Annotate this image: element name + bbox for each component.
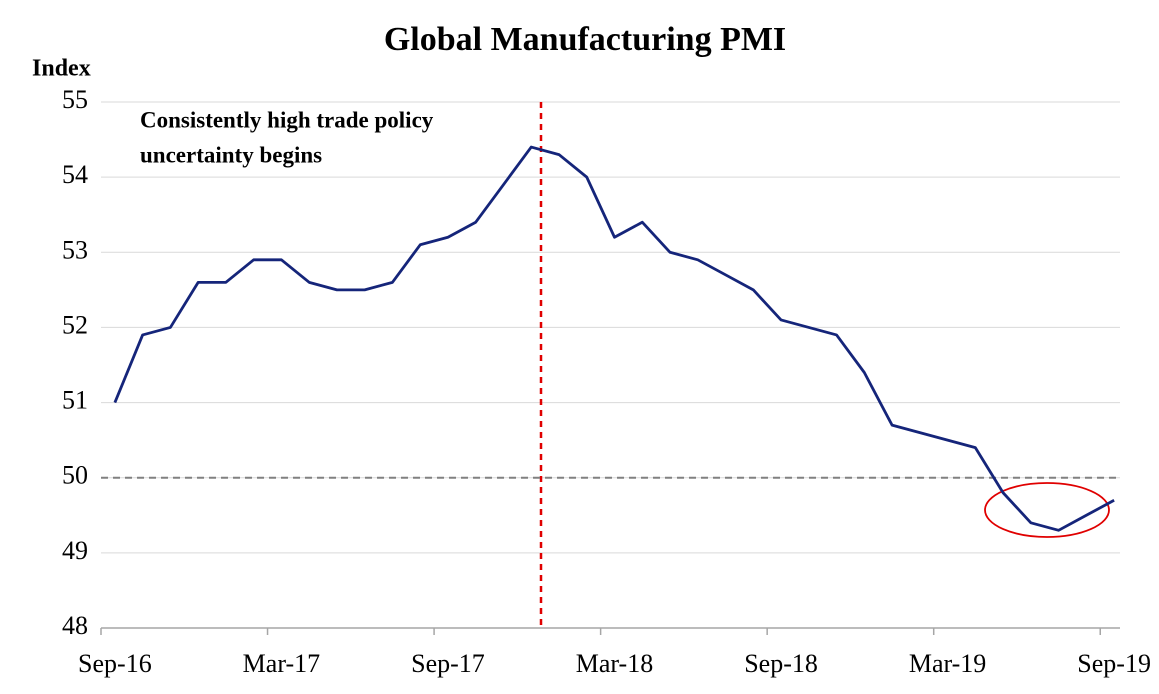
y-tick-label: 51	[62, 386, 88, 415]
y-tick-label: 54	[62, 160, 88, 189]
x-tick-label: Mar-17	[243, 649, 320, 678]
x-tick-label: Sep-19	[1077, 649, 1151, 678]
annotation: Consistently high trade policy	[140, 107, 434, 132]
x-tick-label: Sep-18	[744, 649, 818, 678]
annotation: uncertainty begins	[140, 142, 322, 167]
y-tick-label: 50	[62, 461, 88, 490]
x-tick-label: Mar-18	[576, 649, 653, 678]
data-line	[113, 145, 1115, 532]
y-tick-label: 53	[62, 235, 88, 264]
grid	[101, 101, 1120, 629]
x-tick-label: Mar-19	[909, 649, 986, 678]
chart-title: Global Manufacturing PMI	[384, 21, 786, 58]
y-tick-label: 49	[62, 536, 88, 565]
x-tick-label: Sep-17	[411, 649, 485, 678]
y-axis-label: Index	[32, 56, 91, 82]
highlight-ellipse	[984, 482, 1110, 538]
y-tick-label: 52	[62, 310, 88, 339]
x-tick-label: Sep-16	[78, 649, 152, 678]
y-tick-label: 55	[62, 85, 88, 114]
y-tick-label: 48	[62, 611, 88, 640]
